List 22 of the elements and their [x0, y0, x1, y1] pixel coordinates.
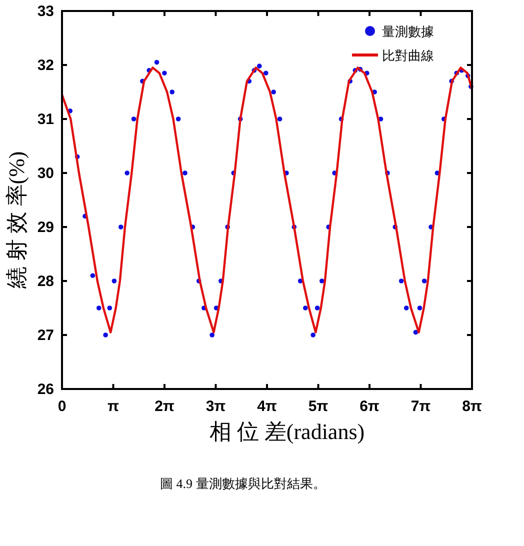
legend-label: 量測數據: [382, 24, 434, 39]
x-tick-label: 0: [58, 398, 66, 415]
x-tick-label: 2π: [154, 398, 175, 415]
x-tick-label: 8π: [462, 398, 482, 415]
x-tick-label: 5π: [308, 398, 329, 415]
y-tick-label: 30: [37, 165, 54, 182]
y-tick-label: 27: [37, 327, 54, 344]
y-tick-label: 28: [37, 273, 54, 290]
x-tick-label: 6π: [360, 398, 380, 415]
x-tick-label: 7π: [410, 398, 432, 415]
x-tick-label: π: [108, 398, 120, 415]
y-axis-title: 繞 射 效 率(%): [4, 151, 29, 290]
x-tick-label: 3π: [206, 398, 226, 415]
y-tick-label: 32: [37, 57, 54, 74]
x-axis-title: 相 位 差(radians): [209, 419, 365, 444]
x-tick-label: 4π: [257, 398, 278, 415]
y-tick-label: 31: [37, 111, 54, 128]
caption: 圖 4.9 量測數據與比對結果。: [160, 476, 326, 491]
y-tick-label: 33: [37, 3, 54, 20]
legend-label: 比對曲線: [382, 48, 434, 63]
y-tick-label: 26: [37, 381, 54, 398]
y-tick-label: 29: [37, 219, 54, 236]
